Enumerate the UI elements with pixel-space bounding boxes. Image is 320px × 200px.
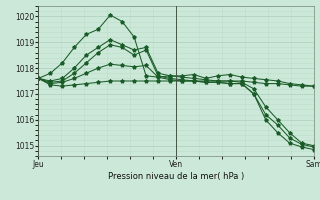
- X-axis label: Pression niveau de la mer( hPa ): Pression niveau de la mer( hPa ): [108, 172, 244, 181]
